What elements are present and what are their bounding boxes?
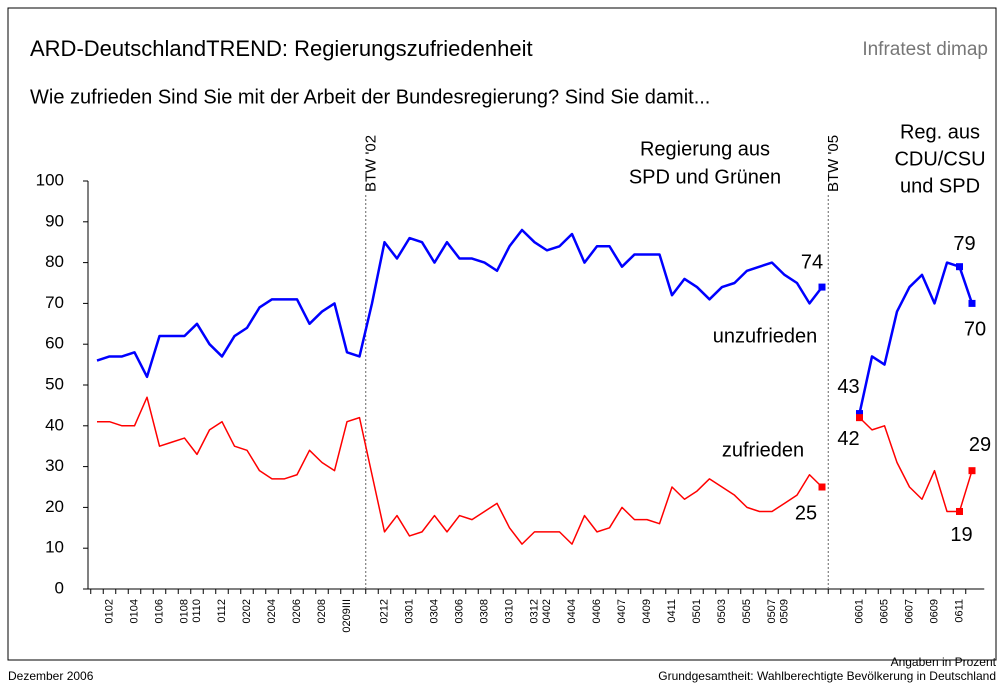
- annotation: Reg. aus: [900, 121, 980, 143]
- source: Infratest dimap: [862, 39, 988, 60]
- series-line: [96, 228, 974, 414]
- x-tick-label: 0206: [291, 599, 303, 623]
- x-tick-label: 0112: [216, 599, 228, 623]
- x-tick-label: 0409: [641, 599, 653, 623]
- x-tick-label: 0609: [928, 599, 940, 623]
- y-tick-label: 60: [45, 334, 64, 353]
- annotation: SPD und Grünen: [629, 166, 781, 188]
- series-name: unzufrieden: [713, 325, 818, 347]
- event-label: BTW '05: [825, 135, 842, 192]
- data-label: 42: [837, 428, 859, 450]
- x-tick-label: 0407: [616, 599, 628, 623]
- subtitle: Wie zufrieden Sind Sie mit der Arbeit de…: [30, 86, 710, 108]
- y-tick-label: 70: [45, 293, 64, 312]
- data-label: 79: [953, 233, 975, 255]
- x-tick-label: 0108: [178, 599, 190, 623]
- y-tick-label: 0: [55, 578, 64, 597]
- x-tick-label: 0411: [666, 599, 678, 623]
- footer-right: Angaben in Prozent: [891, 655, 997, 669]
- x-tick-label: 0204: [266, 599, 278, 623]
- x-tick-label: 0507: [766, 599, 778, 623]
- x-tick-label: 0301: [403, 599, 415, 623]
- y-tick-label: 50: [45, 374, 64, 393]
- x-tick-label: 0601: [853, 599, 865, 623]
- x-tick-label: 0104: [128, 599, 140, 623]
- x-tick-label: 0106: [153, 599, 165, 623]
- x-tick-label: 0509: [778, 599, 790, 623]
- point-marker: [968, 467, 976, 475]
- annotation: und SPD: [900, 175, 980, 197]
- x-tick-label: 0306: [453, 599, 465, 623]
- x-tick-label: 0605: [878, 599, 890, 623]
- point-marker: [818, 283, 826, 291]
- y-tick-label: 10: [45, 538, 64, 557]
- x-tick-label: 0310: [503, 599, 515, 623]
- footer-left: Dezember 2006: [8, 669, 94, 683]
- point-marker: [856, 414, 863, 422]
- y-tick-label: 20: [45, 497, 64, 516]
- series-line: [97, 396, 973, 545]
- y-tick-label: 80: [45, 252, 64, 271]
- x-tick-label: 0209III: [341, 599, 353, 633]
- point-marker: [856, 410, 863, 418]
- point-marker: [956, 507, 963, 515]
- x-tick-label: 0505: [741, 599, 753, 623]
- y-tick-label: 100: [36, 170, 64, 189]
- x-tick-label: 0102: [103, 599, 115, 623]
- data-label: 25: [795, 502, 817, 524]
- x-tick-label: 0208: [316, 599, 328, 623]
- frame: [7, 7, 997, 661]
- point-marker: [956, 263, 963, 271]
- x-tick-label: 0402: [541, 599, 553, 623]
- point-marker: [968, 299, 976, 307]
- x-tick-label: 0406: [591, 599, 603, 623]
- data-label: 29: [969, 434, 991, 456]
- x-tick-label: 0503: [716, 599, 728, 623]
- x-tick-label: 0304: [428, 599, 440, 623]
- x-tick-label: 0501: [691, 599, 703, 623]
- annotation: CDU/CSU: [894, 148, 985, 170]
- series-name: zufrieden: [722, 439, 804, 461]
- x-tick-label: 0212: [378, 599, 390, 623]
- x-tick-label: 0308: [478, 599, 490, 623]
- footer-right: Grundgesamtheit: Wahlberechtigte Bevölke…: [658, 669, 996, 683]
- x-tick-label: 0607: [903, 599, 915, 623]
- data-label: 43: [837, 376, 859, 398]
- y-tick-label: 90: [45, 211, 64, 230]
- chart-title: ARD-DeutschlandTREND: Regierungszufriede…: [30, 36, 533, 61]
- event-label: BTW '02: [363, 135, 380, 192]
- data-label: 19: [950, 524, 972, 546]
- y-tick-label: 40: [45, 415, 64, 434]
- point-marker: [818, 483, 826, 491]
- annotation: Regierung aus: [640, 138, 770, 160]
- y-tick-label: 30: [45, 456, 64, 475]
- x-tick-label: 0404: [566, 599, 578, 623]
- x-tick-label: 0110: [191, 599, 203, 623]
- x-tick-label: 0312: [528, 599, 540, 623]
- x-tick-label: 0611: [953, 599, 965, 623]
- data-label: 70: [964, 319, 986, 341]
- data-label: 74: [801, 251, 823, 273]
- x-tick-label: 0202: [241, 599, 253, 623]
